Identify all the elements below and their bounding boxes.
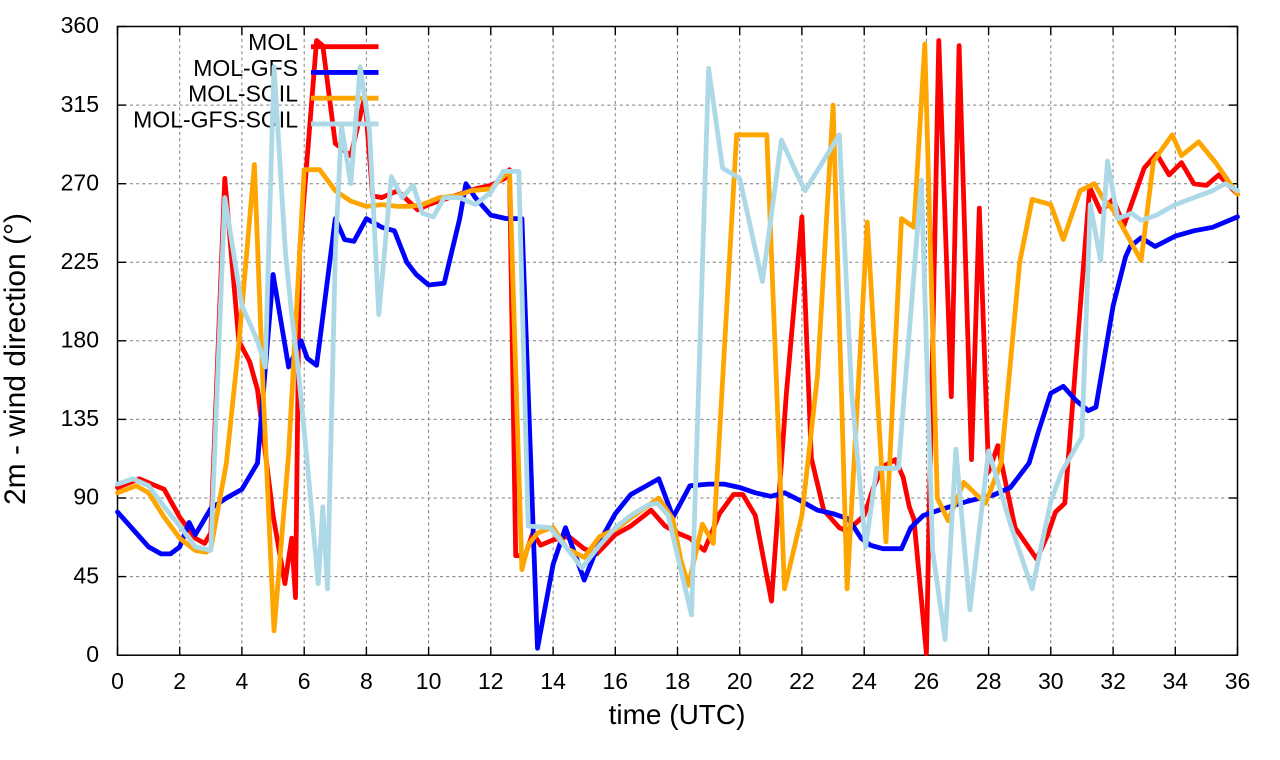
svg-text:18: 18 bbox=[665, 668, 691, 694]
svg-text:MOL-SOIL: MOL-SOIL bbox=[188, 81, 298, 107]
svg-text:24: 24 bbox=[851, 668, 877, 694]
svg-text:10: 10 bbox=[416, 668, 442, 694]
svg-text:14: 14 bbox=[540, 668, 566, 694]
svg-text:0: 0 bbox=[111, 668, 124, 694]
svg-text:28: 28 bbox=[976, 668, 1002, 694]
svg-text:8: 8 bbox=[360, 668, 373, 694]
svg-text:2: 2 bbox=[173, 668, 186, 694]
svg-text:12: 12 bbox=[478, 668, 504, 694]
svg-text:36: 36 bbox=[1225, 668, 1251, 694]
svg-text:16: 16 bbox=[603, 668, 629, 694]
svg-text:270: 270 bbox=[61, 169, 99, 195]
svg-text:45: 45 bbox=[73, 562, 99, 588]
svg-text:34: 34 bbox=[1163, 668, 1189, 694]
svg-text:MOL-GFS: MOL-GFS bbox=[193, 55, 298, 81]
svg-text:4: 4 bbox=[236, 668, 249, 694]
svg-text:90: 90 bbox=[73, 484, 99, 510]
svg-text:315: 315 bbox=[61, 91, 99, 117]
svg-text:32: 32 bbox=[1100, 668, 1126, 694]
svg-text:135: 135 bbox=[61, 405, 99, 431]
svg-text:6: 6 bbox=[298, 668, 311, 694]
svg-text:225: 225 bbox=[61, 248, 99, 274]
svg-text:30: 30 bbox=[1038, 668, 1064, 694]
svg-text:20: 20 bbox=[727, 668, 753, 694]
svg-text:180: 180 bbox=[61, 327, 99, 353]
svg-text:360: 360 bbox=[61, 12, 99, 38]
svg-text:time (UTC): time (UTC) bbox=[609, 699, 746, 730]
svg-text:0: 0 bbox=[86, 641, 99, 667]
svg-text:26: 26 bbox=[914, 668, 940, 694]
svg-text:2m - wind direction (°): 2m - wind direction (°) bbox=[0, 213, 32, 505]
svg-text:22: 22 bbox=[789, 668, 815, 694]
svg-text:MOL: MOL bbox=[248, 29, 298, 55]
